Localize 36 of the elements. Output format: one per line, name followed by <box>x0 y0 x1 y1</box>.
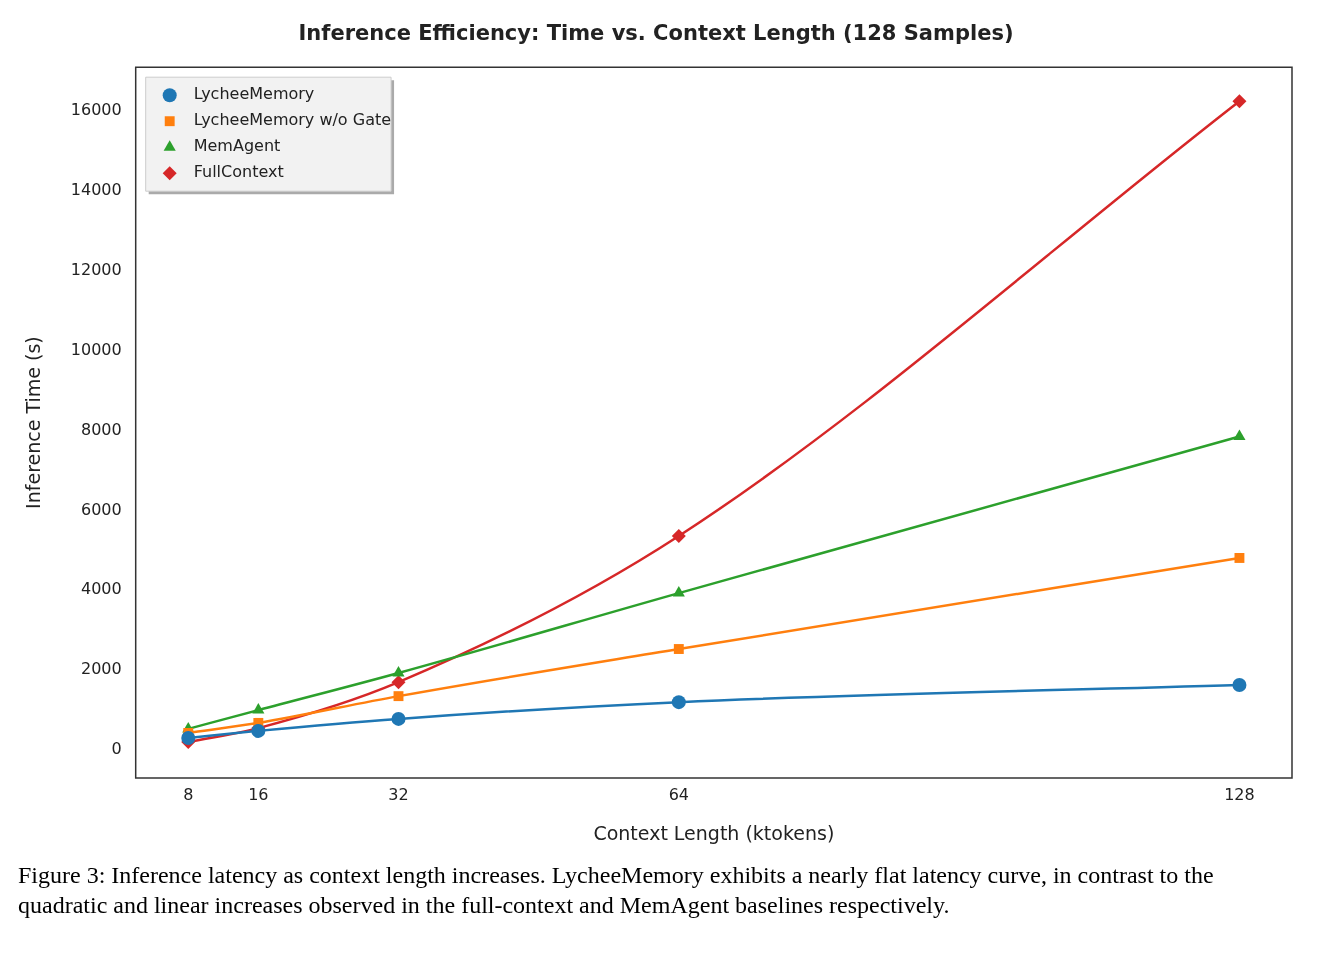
legend-label: LycheeMemory w/o Gate <box>193 110 392 130</box>
y-tick-label: 6000 <box>80 499 122 519</box>
point <box>181 731 196 746</box>
y-tick-label: 14000 <box>70 180 122 200</box>
x-axis-title: Context Length (ktokens) <box>593 821 835 844</box>
y-tick-label: 12000 <box>70 260 122 280</box>
x-tick-label: 32 <box>388 784 409 804</box>
x-tick-label: 128 <box>1224 784 1255 804</box>
y-tick-label: 10000 <box>70 339 122 359</box>
point <box>671 695 686 710</box>
y-tick-label: 8000 <box>80 419 122 439</box>
point <box>391 675 406 690</box>
point <box>672 586 685 597</box>
x-tick-label: 8 <box>183 784 194 804</box>
point <box>1233 429 1246 441</box>
y-tick-label: 4000 <box>80 579 122 599</box>
point <box>671 529 686 544</box>
caption: Figure 3: Inference latency as context length increases. LycheeMemory exhibits a nearly flat latency curve, in contrast to the quadratic and linear increases observed in the full-context and MemAgent baselines respectively. <box>18 861 1215 920</box>
x-tick-label: 64 <box>668 784 689 804</box>
y-tick-label: 2000 <box>80 659 122 679</box>
point <box>252 703 265 714</box>
point <box>1234 553 1245 563</box>
point <box>392 665 405 677</box>
y-tick-label: 0 <box>111 739 122 759</box>
x-tick-label: 16 <box>248 784 269 804</box>
y-tick-label: 16000 <box>70 100 122 120</box>
point <box>1232 677 1247 692</box>
legend-label: MemAgent <box>193 136 281 156</box>
chart-title: Inference Efficiency: Time vs. Context Length (128 Samples) <box>298 21 1014 46</box>
point <box>1232 94 1247 109</box>
legend-label: LycheeMemory <box>193 84 315 104</box>
point <box>391 711 406 726</box>
point <box>673 644 684 654</box>
point <box>393 691 404 702</box>
y-axis-title: Inference Time (s) <box>22 336 45 509</box>
legend-label: FullContext <box>193 162 284 182</box>
